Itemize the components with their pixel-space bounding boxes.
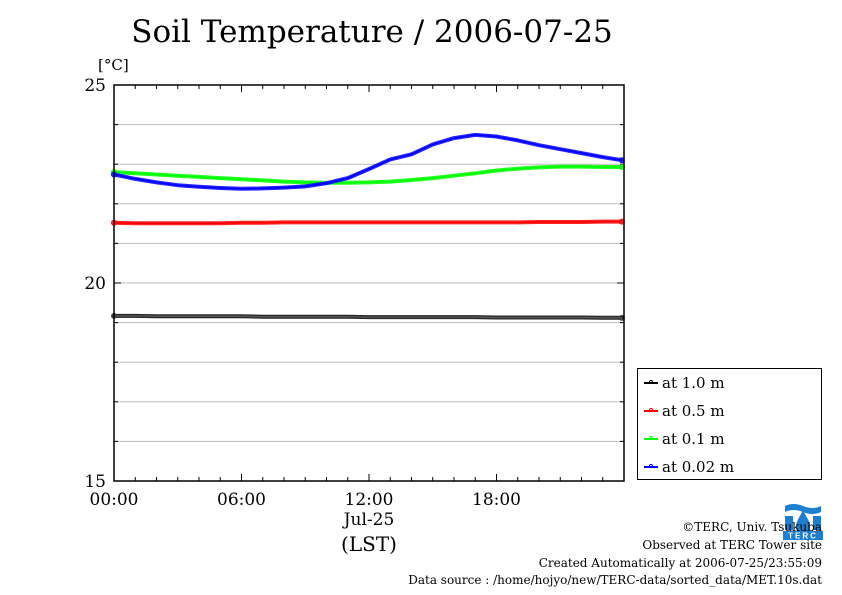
legend-item-0.02m: at 0.02 m — [644, 457, 734, 477]
chart-title: Soil Temperature / 2006-07-25 — [131, 14, 613, 50]
legend-label: at 0.1 m — [662, 430, 725, 448]
x-date-label: Jul-25 — [342, 510, 395, 530]
x-axis-label: (LST) — [341, 532, 397, 556]
series-line-core-0 — [114, 315, 622, 319]
legend-swatch-icon — [644, 408, 658, 412]
series-line-core-3 — [113, 134, 623, 190]
footer-source: Data source : /home/hojyo/new/TERC-data/… — [408, 573, 822, 587]
x-tick-label: 12:00 — [345, 490, 394, 510]
legend-label: at 0.5 m — [662, 402, 725, 420]
footer-created: Created Automatically at 2006-07-25/23:5… — [538, 556, 822, 570]
footer-observed: Observed at TERC Tower site — [642, 538, 822, 552]
terc-logo-text: TERC — [788, 532, 818, 541]
terc-logo-icon: TERC — [783, 502, 823, 540]
series-line-core-1 — [113, 220, 622, 224]
footer-copyright: ©TERC, Univ. Tsukuba — [682, 520, 822, 534]
legend-item-1.0m: at 1.0 m — [644, 373, 725, 393]
x-tick-label: 06:00 — [217, 490, 266, 510]
x-tick-label: 18:00 — [472, 490, 521, 510]
x-tick-label: 00:00 — [90, 490, 139, 510]
y-tick-label: 15 — [84, 472, 106, 492]
y-tick-label: 20 — [84, 274, 106, 294]
legend: at 1.0 m at 0.5 m at 0.1 m at 0.02 m — [637, 368, 822, 480]
legend-item-0.5m: at 0.5 m — [644, 401, 725, 421]
legend-label: at 0.02 m — [662, 458, 735, 476]
y-tick-label: 25 — [84, 76, 106, 96]
legend-swatch-icon — [644, 380, 658, 384]
series-line-core-2 — [113, 165, 622, 184]
plot-frame — [113, 84, 625, 482]
legend-label: at 1.0 m — [662, 374, 725, 392]
y-axis-unit: [°C] — [98, 56, 129, 74]
legend-swatch-icon — [644, 464, 658, 468]
legend-item-0.1m: at 0.1 m — [644, 429, 725, 449]
legend-swatch-icon — [644, 436, 658, 440]
